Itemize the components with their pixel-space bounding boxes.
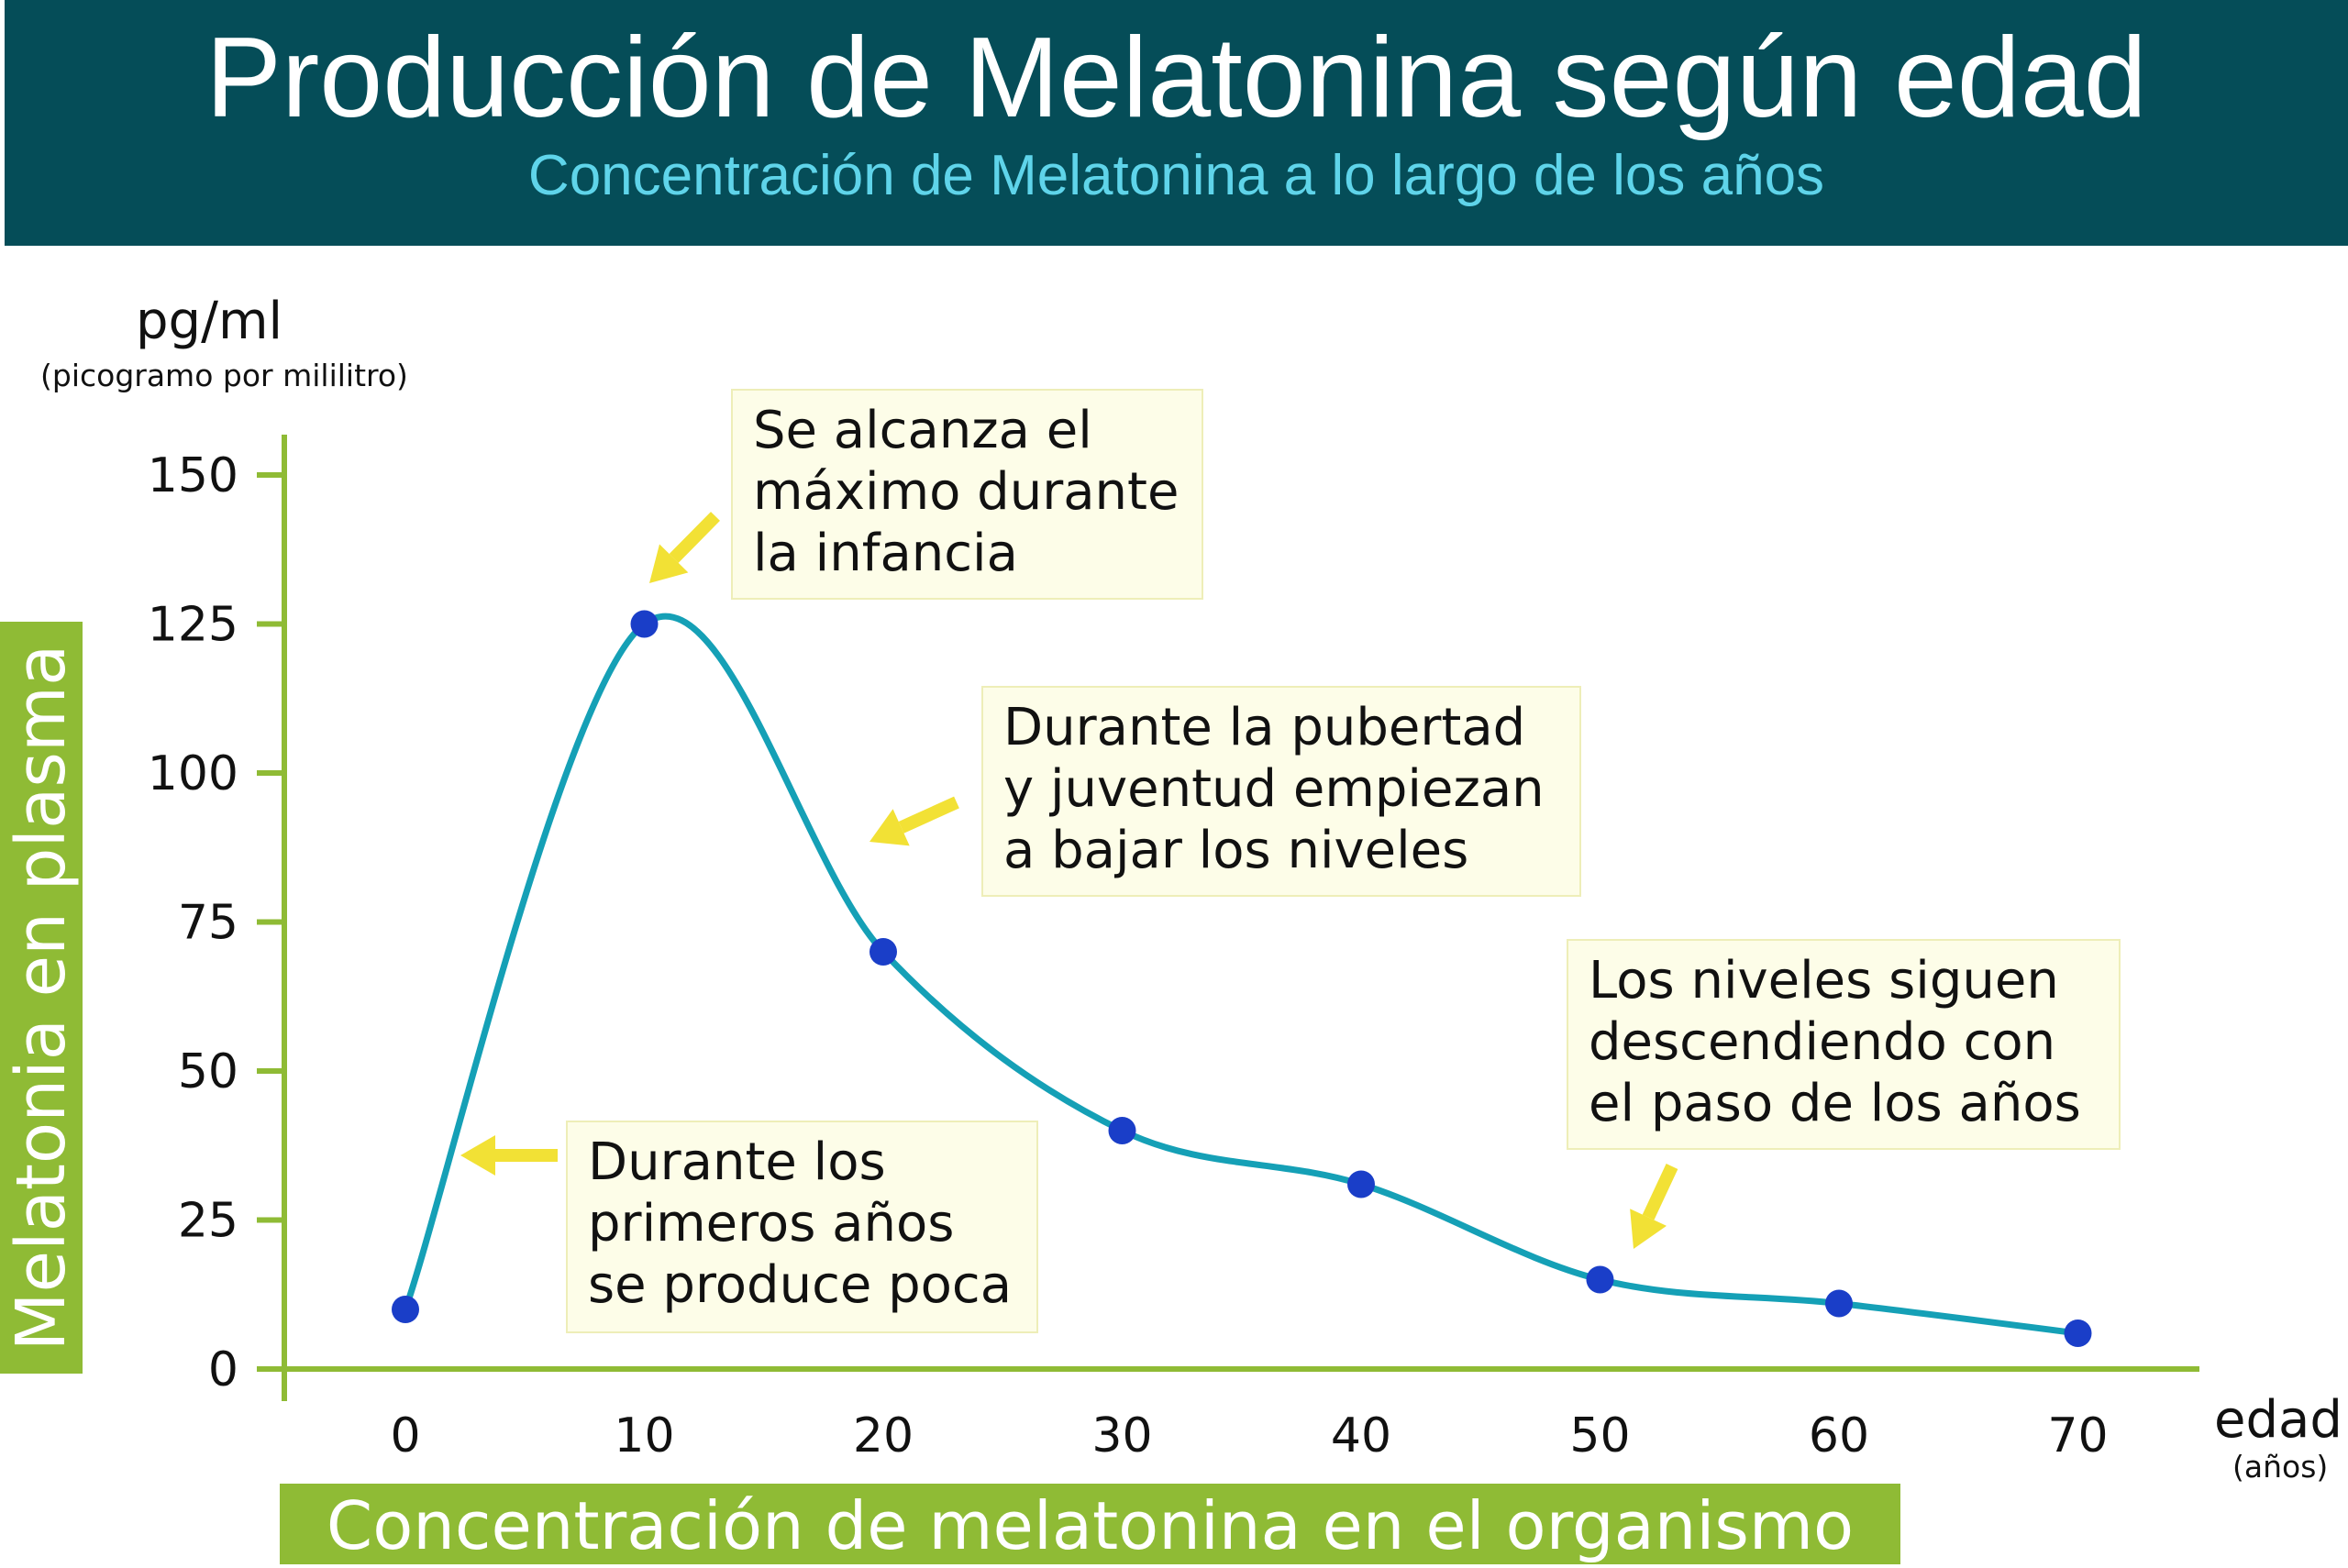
note-line: máximo durante [753, 462, 1180, 522]
y-tick-label: 75 [178, 896, 238, 951]
y-tick-label: 25 [178, 1194, 238, 1249]
note-line: a bajar los niveles [1003, 821, 1469, 880]
data-point [869, 938, 897, 966]
x-tick-label: 10 [614, 1408, 674, 1463]
data-point [1108, 1117, 1136, 1144]
arrow-shaft [898, 796, 959, 834]
arrow-shaft [669, 512, 720, 563]
note-line: descendiendo con [1589, 1012, 2056, 1072]
y-tick-label: 125 [148, 598, 238, 653]
x-tick-label: 20 [853, 1408, 914, 1463]
arrow-shaft [1642, 1164, 1678, 1220]
y-unit-detail: (picogramo por mililitro) [40, 358, 408, 393]
bottom-caption: Concentración de melatonina en el organi… [326, 1487, 1855, 1564]
x-tick-label: 50 [1569, 1408, 1630, 1463]
x-unit-detail: (años) [2232, 1449, 2329, 1485]
arrow-head [460, 1135, 495, 1176]
x-tick-label: 70 [2047, 1408, 2108, 1463]
annotation-arrows [460, 512, 1678, 1249]
arrow-head [869, 809, 910, 846]
note-line: primeros años [588, 1194, 955, 1253]
y-tick-label: 0 [208, 1342, 238, 1397]
x-unit-label: edad [2214, 1390, 2342, 1450]
page-title: Producción de Melatonina según edad [205, 15, 2147, 141]
page-subtitle: Concentración de Melatonina a lo largo d… [527, 144, 1825, 207]
note-puberty: Durante la pubertad y juventud empiezan … [981, 686, 1581, 897]
x-tick-label: 0 [390, 1408, 420, 1463]
axes: 0 25 50 75 100 125 150 0 10 20 30 40 50 60 70 [148, 435, 2199, 1463]
note-line: Durante la pubertad [1003, 698, 1526, 757]
data-point [2064, 1320, 2092, 1347]
data-point [1586, 1265, 1614, 1294]
note-line: Los niveles siguen [1589, 951, 2059, 1010]
x-tick-label: 40 [1331, 1408, 1391, 1463]
note-peak: Se alcanza el máximo durante la infancia [731, 389, 1203, 600]
x-tick-label: 30 [1091, 1408, 1152, 1463]
x-axis-label-box: Concentración de melatonina en el organi… [280, 1484, 1900, 1564]
data-point [392, 1296, 419, 1323]
data-point [1347, 1170, 1375, 1198]
y-unit-label: pg/ml [136, 292, 283, 351]
y-tick-label: 100 [148, 746, 238, 801]
note-early-years: Durante los primeros años se produce poc… [566, 1121, 1038, 1333]
data-point [630, 610, 659, 638]
arrow-head [1630, 1209, 1667, 1249]
data-points [392, 610, 2092, 1347]
note-line: y juventud empiezan [1003, 759, 1545, 819]
data-point [1825, 1289, 1853, 1318]
y-tick-label: 150 [148, 448, 238, 503]
arrow-head [649, 544, 689, 583]
y-axis-label-box: Melatonia en plasma [0, 622, 83, 1374]
y-tick-label: 50 [178, 1044, 238, 1099]
note-line: la infancia [753, 524, 1018, 583]
note-line: Durante los [588, 1132, 886, 1192]
note-decline: Los niveles siguen descendiendo con el p… [1567, 939, 2121, 1150]
note-line: el paso de los años [1589, 1074, 2081, 1133]
x-tick-label: 60 [1809, 1408, 1869, 1463]
header-banner: Producción de Melatonina según edad Conc… [5, 0, 2348, 246]
note-line: Se alcanza el [753, 401, 1092, 460]
note-line: se produce poca [588, 1255, 1013, 1315]
